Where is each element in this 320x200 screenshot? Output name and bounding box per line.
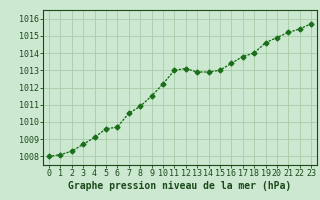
X-axis label: Graphe pression niveau de la mer (hPa): Graphe pression niveau de la mer (hPa): [68, 181, 292, 191]
